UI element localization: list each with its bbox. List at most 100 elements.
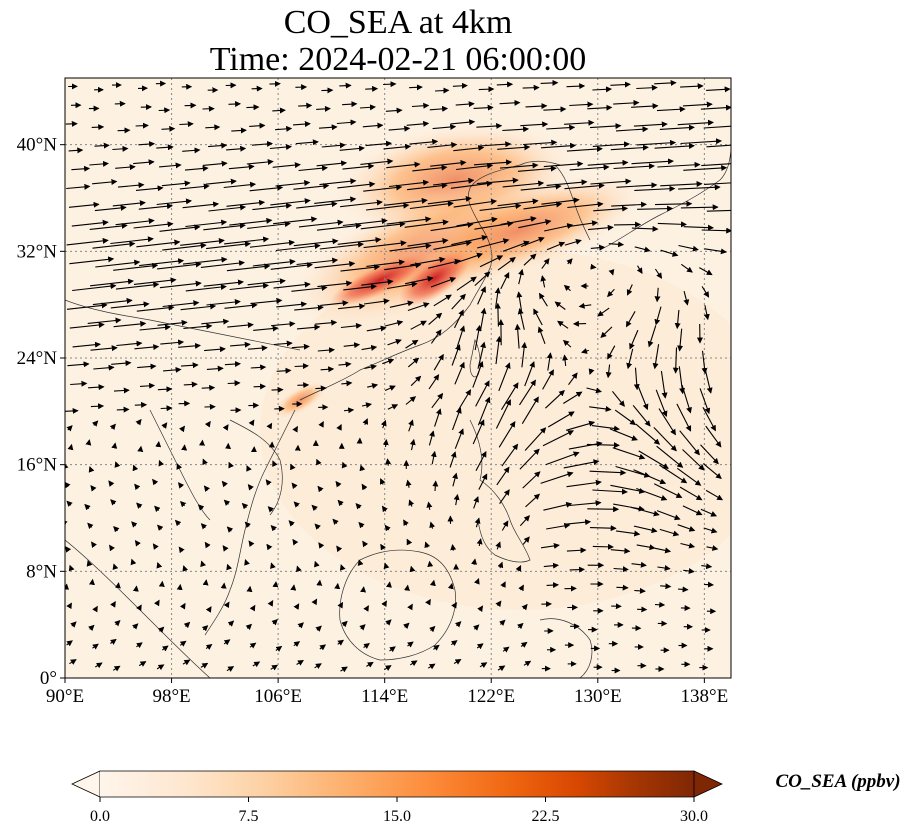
- wind-arrow: [177, 482, 185, 489]
- wind-arrow: [502, 180, 545, 188]
- wind-arrow: [70, 380, 88, 387]
- wind-arrow: [298, 165, 328, 172]
- wind-arrow: [320, 300, 349, 307]
- wind-arrow: [521, 603, 528, 611]
- wind-arrow: [88, 466, 95, 473]
- wind-arrow: [700, 104, 731, 111]
- wind-arrow: [589, 123, 622, 130]
- colorbar-ticks: 0.0 7.5 15.0 22.5 30.0: [90, 797, 708, 825]
- philippines-coast: [469, 419, 531, 563]
- wind-arrow: [318, 421, 324, 428]
- wind-arrow: [247, 345, 268, 352]
- wind-arrow: [403, 519, 409, 527]
- wind-arrow: [495, 399, 511, 429]
- wind-arrow: [202, 579, 209, 586]
- wind-arrow: [316, 458, 322, 466]
- wind-arrow: [657, 565, 671, 571]
- colorbar-gradient: [100, 771, 694, 797]
- wind-arrow: [630, 506, 660, 517]
- wind-arrow: [180, 237, 225, 246]
- wind-arrow: [85, 439, 92, 446]
- wind-arrow: [276, 301, 308, 308]
- wind-arrow: [410, 375, 422, 387]
- wind-arrow: [524, 361, 535, 387]
- wind-arrow: [316, 160, 348, 167]
- wind-arrow: [540, 542, 560, 549]
- wind-arrow: [533, 308, 543, 326]
- wind-arrow: [453, 493, 460, 506]
- wind-arrow: [703, 305, 710, 321]
- wind-arrow: [410, 256, 446, 266]
- wind-arrow: [174, 519, 182, 527]
- wind-arrow: [110, 499, 117, 506]
- wind-arrow: [182, 201, 220, 209]
- wind-arrow: [589, 525, 617, 532]
- wind-arrow: [384, 262, 422, 271]
- wind-arrow: [317, 347, 335, 354]
- wind-arrow: [542, 430, 574, 447]
- wind-arrow: [362, 540, 369, 548]
- wind-arrow: [271, 386, 284, 393]
- wind-arrow: [407, 238, 449, 247]
- wind-arrow: [474, 220, 514, 230]
- wind-arrow: [410, 320, 427, 330]
- wind-arrow: [249, 122, 266, 129]
- wind-arrow: [159, 162, 182, 169]
- wind-arrow: [654, 79, 677, 86]
- wind-arrow: [275, 125, 293, 132]
- wind-arrow: [90, 278, 134, 287]
- wind-arrow: [205, 606, 212, 613]
- wind-arrow: [547, 411, 575, 428]
- wind-arrow: [520, 641, 528, 648]
- wind-arrow: [132, 464, 139, 472]
- wind-arrow: [223, 499, 231, 506]
- wind-arrow: [408, 419, 414, 432]
- wind-arrow: [473, 159, 513, 166]
- wind-arrow: [682, 505, 703, 516]
- wind-arrow: [654, 287, 661, 303]
- wind-arrow: [179, 183, 210, 190]
- wind-arrow: [387, 281, 418, 290]
- wind-vectors: [65, 79, 731, 674]
- wind-arrow: [231, 127, 247, 134]
- wind-arrow: [426, 501, 433, 510]
- colorbar-tick-label: 7.5: [239, 808, 259, 825]
- wind-arrow: [206, 241, 251, 250]
- wind-arrow: [339, 82, 352, 89]
- wind-arrow: [227, 380, 241, 387]
- wind-arrow: [586, 442, 620, 449]
- wind-arrow: [613, 99, 640, 106]
- wind-arrow: [139, 382, 156, 389]
- wind-arrow: [498, 421, 516, 448]
- wind-arrow: [314, 560, 320, 568]
- wind-arrow: [542, 369, 554, 390]
- wind-arrow: [610, 81, 631, 88]
- wind-arrow: [272, 460, 278, 467]
- wind-arrow: [135, 418, 142, 426]
- wind-arrow: [653, 483, 683, 498]
- wind-arrow: [680, 542, 696, 549]
- plume-core-east: [399, 249, 471, 307]
- wind-arrow: [157, 319, 188, 326]
- wind-arrow: [227, 620, 235, 627]
- wind-arrow: [676, 467, 702, 486]
- wind-arrow: [222, 545, 229, 552]
- wind-arrow: [407, 603, 413, 611]
- wind-arrow: [427, 560, 434, 568]
- wind-arrow: [591, 425, 620, 432]
- wind-arrow: [699, 267, 713, 276]
- wind-arrow: [359, 104, 376, 111]
- lon-tick-label: 138°E: [681, 686, 729, 707]
- wind-arrow: [130, 558, 137, 566]
- wind-arrow: [540, 275, 547, 288]
- wind-arrow: [314, 260, 356, 269]
- wind-arrow: [247, 221, 291, 229]
- longitude-axis: 90°E 98°E 106°E 114°E 122°E 130°E 138°E: [46, 678, 728, 707]
- wind-arrow: [162, 242, 207, 251]
- wind-arrow: [137, 445, 144, 453]
- wind-arrow: [456, 162, 494, 171]
- wind-arrow: [615, 126, 649, 133]
- wind-arrow: [476, 123, 503, 129]
- wind-arrow: [566, 258, 573, 265]
- wind-arrow: [336, 424, 342, 431]
